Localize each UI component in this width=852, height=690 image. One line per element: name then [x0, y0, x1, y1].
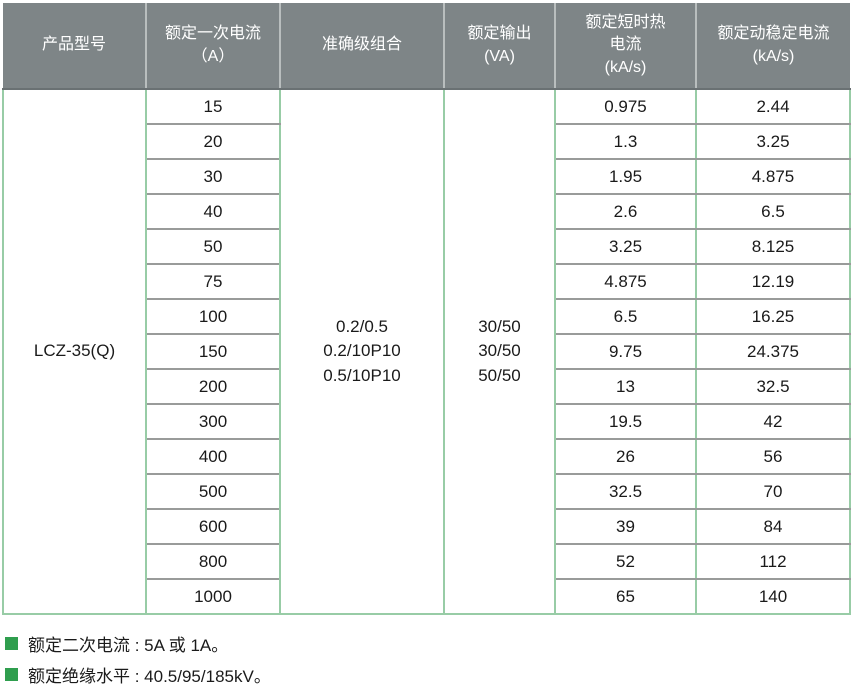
table-row: 40 2.6 6.5 [3, 194, 851, 230]
table-row: LCZ-35(Q) 15 0.2/0.5 0.2/10P10 0.5/10P10… [2, 89, 851, 615]
rated-output-line: 30/50 [478, 316, 521, 336]
primary-current-cell: 600 [145, 509, 281, 545]
dynamic-current-cell: 4.875 [695, 159, 851, 195]
table-row: 200 13 32.5 [3, 369, 851, 405]
primary-current-cell: 50 [145, 229, 281, 265]
green-square-bullet-icon [5, 637, 18, 650]
dynamic-current-cell: 140 [695, 579, 851, 615]
dynamic-current-cell: 24.375 [695, 334, 851, 370]
dynamic-current-cell: 2.44 [695, 89, 851, 125]
header-unit: (kA/s) [752, 47, 795, 65]
thermal-current-cell: 3.25 [554, 229, 697, 265]
table-row: 400 26 56 [3, 439, 851, 475]
header-rated-primary-current: 额定一次电流 （A） [145, 3, 280, 90]
dynamic-current-cell: 32.5 [695, 369, 851, 405]
thermal-current-cell: 6.5 [554, 299, 697, 335]
dynamic-current-cell: 16.25 [695, 299, 851, 335]
transformer-spec-table: 产品型号 额定一次电流 （A） 准确级组合 额定输出 (VA) 额定短时热 电流… [2, 3, 851, 615]
table-row: 500 32.5 70 [3, 474, 851, 510]
header-product-model: 产品型号 [3, 3, 146, 90]
dynamic-current-cell: 6.5 [695, 194, 851, 230]
header-line: 额定短时热 [585, 13, 666, 31]
thermal-current-cell: 26 [554, 439, 697, 475]
table-row: 75 4.875 12.19 [3, 264, 851, 300]
accuracy-combo-line: 0.2/0.5 [336, 316, 388, 336]
thermal-current-cell: 65 [554, 579, 697, 615]
primary-current-cell: 400 [145, 439, 281, 475]
primary-current-cell: 30 [145, 159, 281, 195]
header-accuracy-class-combo: 准确级组合 [279, 3, 444, 90]
header-line: 额定动稳定电流 [717, 25, 830, 43]
product-model-cell: LCZ-35(Q) [2, 89, 147, 615]
table-row: 1000 65 140 [3, 579, 851, 615]
primary-current-cell: 75 [145, 264, 281, 300]
primary-current-cell: 500 [145, 474, 281, 510]
rated-output-cell: 30/50 30/50 50/50 [443, 89, 556, 615]
table-row: 300 19.5 42 [3, 404, 851, 440]
header-line: 额定一次电流 [164, 25, 261, 43]
header-line: 电流 [609, 36, 642, 54]
table-row: 600 39 84 [3, 509, 851, 545]
thermal-current-cell: 1.95 [554, 159, 697, 195]
primary-current-cell: 40 [145, 194, 281, 230]
header-line: 准确级组合 [321, 36, 402, 54]
header-rated-short-time-thermal-current: 额定短时热 电流 (kA/s) [554, 3, 696, 90]
header-line: 产品型号 [41, 36, 106, 54]
table-row: 800 52 112 [3, 544, 851, 580]
thermal-current-cell: 1.3 [554, 124, 697, 160]
primary-current-cell: 150 [145, 334, 281, 370]
accuracy-combo-cell: 0.2/0.5 0.2/10P10 0.5/10P10 [279, 89, 445, 615]
dynamic-current-cell: 8.125 [695, 229, 851, 265]
footnotes: 额定二次电流 : 5A 或 1A。 额定绝缘水平 : 40.5/95/185kV… [2, 615, 849, 690]
note-text: 额定二次电流 : 5A 或 1A。 [28, 636, 229, 655]
primary-current-cell: 800 [145, 544, 281, 580]
header-unit: (VA) [484, 47, 515, 65]
accuracy-combo-line: 0.2/10P10 [323, 341, 401, 361]
table-row: 20 1.3 3.25 [3, 124, 851, 160]
header-line: 额定输出 [467, 25, 532, 43]
thermal-current-cell: 2.6 [554, 194, 697, 230]
rated-output-line: 50/50 [478, 365, 521, 385]
dynamic-current-cell: 112 [695, 544, 851, 580]
note-text: 额定绝缘水平 : 40.5/95/185kV。 [28, 667, 271, 686]
rated-output-line: 30/50 [478, 341, 521, 361]
header-unit: (kA/s) [604, 58, 647, 76]
header-unit: （A） [191, 47, 235, 65]
dynamic-current-cell: 42 [695, 404, 851, 440]
primary-current-cell: 1000 [145, 579, 281, 615]
thermal-current-cell: 9.75 [554, 334, 697, 370]
thermal-current-cell: 52 [554, 544, 697, 580]
green-square-bullet-icon [5, 668, 18, 681]
thermal-current-cell: 19.5 [554, 404, 697, 440]
thermal-current-cell: 13 [554, 369, 697, 405]
dynamic-current-cell: 70 [695, 474, 851, 510]
note-rated-insulation-level: 额定绝缘水平 : 40.5/95/185kV。 [5, 659, 849, 690]
primary-current-cell: 100 [145, 299, 281, 335]
thermal-current-cell: 39 [554, 509, 697, 545]
thermal-current-cell: 4.875 [554, 264, 697, 300]
header-rated-dynamic-stability-current: 额定动稳定电流 (kA/s) [695, 3, 850, 90]
dynamic-current-cell: 56 [695, 439, 851, 475]
table-row: 150 9.75 24.375 [3, 334, 851, 370]
dynamic-current-cell: 84 [695, 509, 851, 545]
primary-current-cell: 20 [145, 124, 281, 160]
note-rated-secondary-current: 额定二次电流 : 5A 或 1A。 [5, 628, 849, 659]
table-row: 30 1.95 4.875 [3, 159, 851, 195]
primary-current-cell: 15 [145, 89, 281, 125]
header-rated-output: 额定输出 (VA) [443, 3, 555, 90]
accuracy-combo-line: 0.5/10P10 [323, 365, 401, 385]
dynamic-current-cell: 12.19 [695, 264, 851, 300]
thermal-current-cell: 32.5 [554, 474, 697, 510]
table-header-row: 产品型号 额定一次电流 （A） 准确级组合 额定输出 (VA) 额定短时热 电流… [3, 3, 850, 90]
dynamic-current-cell: 3.25 [695, 124, 851, 160]
thermal-current-cell: 0.975 [554, 89, 697, 125]
primary-current-cell: 300 [145, 404, 281, 440]
table-row: 100 6.5 16.25 [3, 299, 851, 335]
primary-current-cell: 200 [145, 369, 281, 405]
table-row: 50 3.25 8.125 [3, 229, 851, 265]
